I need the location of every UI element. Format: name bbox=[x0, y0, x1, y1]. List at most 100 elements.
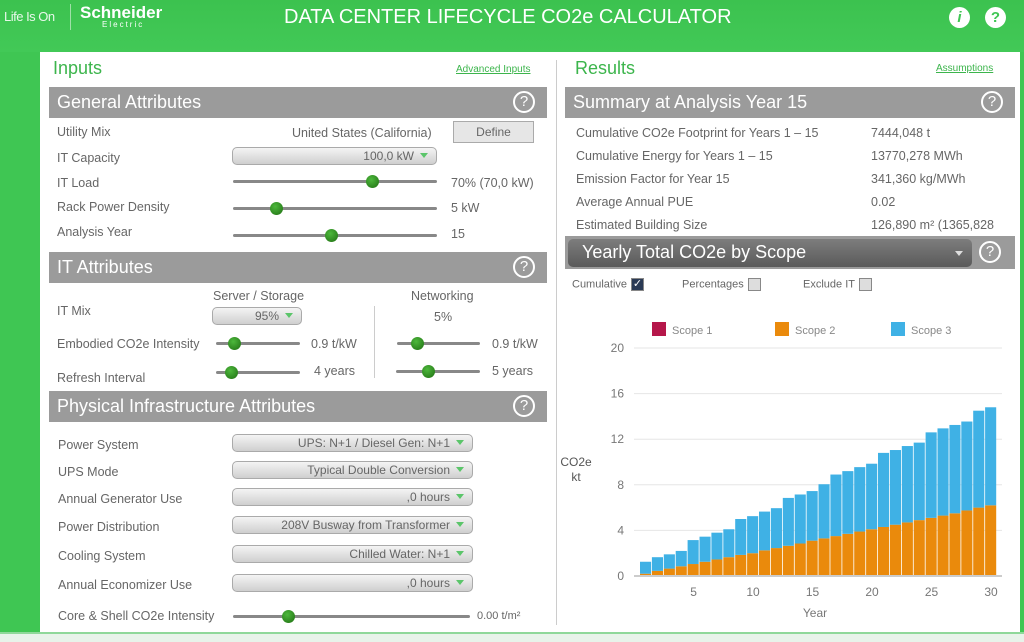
bar-scope-3 bbox=[759, 511, 771, 551]
percentages-option[interactable]: Percentages bbox=[682, 278, 761, 291]
core-shell-slider[interactable] bbox=[233, 609, 470, 623]
physical-row-label: Power Distribution bbox=[58, 520, 160, 534]
network-refresh-slider[interactable] bbox=[396, 364, 480, 378]
bar-scope-2 bbox=[818, 538, 830, 576]
rack-power-density-slider[interactable] bbox=[233, 201, 437, 215]
bar-scope-3 bbox=[866, 463, 878, 530]
bar-scope-2 bbox=[878, 526, 890, 576]
x-tick-label: 25 bbox=[925, 585, 939, 599]
advanced-inputs-link[interactable]: Advanced Inputs bbox=[456, 64, 531, 75]
info-icon[interactable]: i bbox=[949, 7, 970, 28]
bar-scope-2 bbox=[973, 507, 985, 576]
physical-row-select[interactable]: Chilled Water: N+1 bbox=[232, 545, 473, 563]
cumulative-option[interactable]: Cumulative ✓ bbox=[572, 278, 645, 291]
bar-scope-3 bbox=[818, 484, 830, 539]
schneider-logo: Schneider Electric bbox=[80, 3, 163, 29]
help-icon[interactable]: ? bbox=[979, 241, 1001, 263]
chevron-down-icon bbox=[456, 522, 464, 527]
it-capacity-select[interactable]: 100,0 kW bbox=[232, 147, 437, 165]
y-tick-label: 20 bbox=[611, 341, 625, 355]
summary-row-label: Cumulative Energy for Years 1 – 15 bbox=[576, 149, 773, 163]
physical-row-select[interactable]: 208V Busway from Transformer bbox=[232, 516, 473, 534]
physical-row-label: Annual Generator Use bbox=[58, 492, 183, 506]
summary-header: Summary at Analysis Year 15? bbox=[565, 87, 1015, 118]
slider-thumb[interactable] bbox=[365, 175, 379, 188]
x-tick-label: 5 bbox=[690, 585, 697, 599]
legend-label: Scope 2 bbox=[795, 325, 835, 337]
bar-scope-2 bbox=[651, 570, 663, 576]
physical-row-select[interactable]: ,0 hours bbox=[232, 488, 473, 506]
help-icon[interactable]: ? bbox=[513, 91, 535, 113]
network-embodied-value: 0.9 t/kW bbox=[492, 337, 538, 351]
slider-thumb[interactable] bbox=[269, 202, 283, 215]
x-tick-label: 30 bbox=[984, 585, 998, 599]
help-icon[interactable]: ? bbox=[513, 256, 535, 278]
network-embodied-slider[interactable] bbox=[397, 336, 480, 350]
bar-scope-3 bbox=[878, 452, 890, 527]
bar-scope-3 bbox=[961, 421, 973, 511]
physical-infrastructure-header: Physical Infrastructure Attributes? bbox=[49, 391, 547, 422]
physical-row-select[interactable]: UPS: N+1 / Diesel Gen: N+1 bbox=[232, 434, 473, 452]
bar-scope-3 bbox=[723, 529, 735, 558]
slider-thumb[interactable] bbox=[410, 337, 424, 350]
exclude-it-option[interactable]: Exclude IT bbox=[803, 278, 872, 291]
slider-thumb[interactable] bbox=[324, 229, 338, 242]
bar-scope-3 bbox=[640, 561, 652, 574]
cumulative-checkbox[interactable]: ✓ bbox=[631, 278, 645, 291]
analysis-year-slider[interactable] bbox=[233, 228, 437, 242]
physical-row-select[interactable]: Typical Double Conversion bbox=[232, 461, 473, 479]
summary-row-value: 126,890 m² (1365,828 bbox=[871, 218, 995, 232]
column-divider bbox=[374, 306, 375, 378]
physical-row-label: Annual Economizer Use bbox=[58, 578, 193, 592]
summary-row-value: 7444,048 t bbox=[871, 126, 931, 140]
bar-scope-3 bbox=[973, 410, 985, 508]
help-icon[interactable]: ? bbox=[981, 91, 1003, 113]
server-refresh-slider[interactable] bbox=[216, 365, 300, 379]
define-button[interactable]: Define bbox=[453, 121, 534, 143]
it-load-slider[interactable] bbox=[233, 174, 437, 188]
y-tick-label: 16 bbox=[611, 387, 625, 401]
it-mix-label: IT Mix bbox=[57, 304, 91, 318]
x-tick-label: 10 bbox=[746, 585, 760, 599]
summary-row-value: 0.02 bbox=[871, 195, 896, 209]
slider-thumb[interactable] bbox=[225, 366, 239, 379]
server-storage-heading: Server / Storage bbox=[213, 289, 305, 303]
slider-thumb[interactable] bbox=[281, 610, 295, 623]
slider-thumb[interactable] bbox=[421, 365, 435, 378]
bar-scope-2 bbox=[806, 540, 818, 576]
server-embodied-slider[interactable] bbox=[216, 336, 300, 350]
x-tick-label: 20 bbox=[865, 585, 879, 599]
bar-scope-3 bbox=[854, 467, 866, 532]
bar-scope-2 bbox=[830, 536, 842, 576]
app-header: Life Is On Schneider Electric DATA CENTER… bbox=[0, 0, 1024, 52]
bar-scope-2 bbox=[782, 545, 794, 576]
server-mix-select[interactable]: 95% bbox=[212, 307, 302, 325]
y-tick-label: 0 bbox=[617, 569, 624, 583]
physical-row-select[interactable]: ,0 hours bbox=[232, 574, 473, 592]
legend-swatch bbox=[775, 322, 789, 336]
bar-scope-3 bbox=[747, 516, 759, 554]
analysis-year-label: Analysis Year bbox=[57, 225, 133, 239]
bar-scope-3 bbox=[770, 508, 782, 549]
bar-scope-3 bbox=[794, 494, 806, 544]
bar-scope-2 bbox=[866, 529, 878, 576]
bar-scope-2 bbox=[854, 531, 866, 576]
refresh-interval-label: Refresh Interval bbox=[57, 371, 146, 385]
help-icon[interactable]: ? bbox=[985, 7, 1006, 28]
y-tick-label: 4 bbox=[617, 523, 624, 537]
bar-scope-3 bbox=[949, 424, 961, 514]
chart-type-dropdown[interactable]: Yearly Total CO2e by Scope bbox=[568, 239, 972, 267]
y-axis-label: CO2e kt bbox=[560, 455, 592, 484]
y-tick-label: 8 bbox=[617, 478, 624, 492]
core-shell-value: 0.00 t/m² bbox=[477, 610, 521, 622]
assumptions-link[interactable]: Assumptions bbox=[936, 63, 994, 74]
percentages-checkbox[interactable] bbox=[747, 278, 761, 291]
exclude-it-checkbox[interactable] bbox=[858, 278, 872, 291]
slider-thumb[interactable] bbox=[228, 337, 242, 350]
it-capacity-label: IT Capacity bbox=[57, 151, 120, 165]
help-icon[interactable]: ? bbox=[513, 395, 535, 417]
physical-row-label: Power System bbox=[58, 438, 139, 452]
summary-row-label: Cumulative CO2e Footprint for Years 1 – … bbox=[576, 126, 819, 140]
bar-scope-2 bbox=[961, 510, 973, 576]
